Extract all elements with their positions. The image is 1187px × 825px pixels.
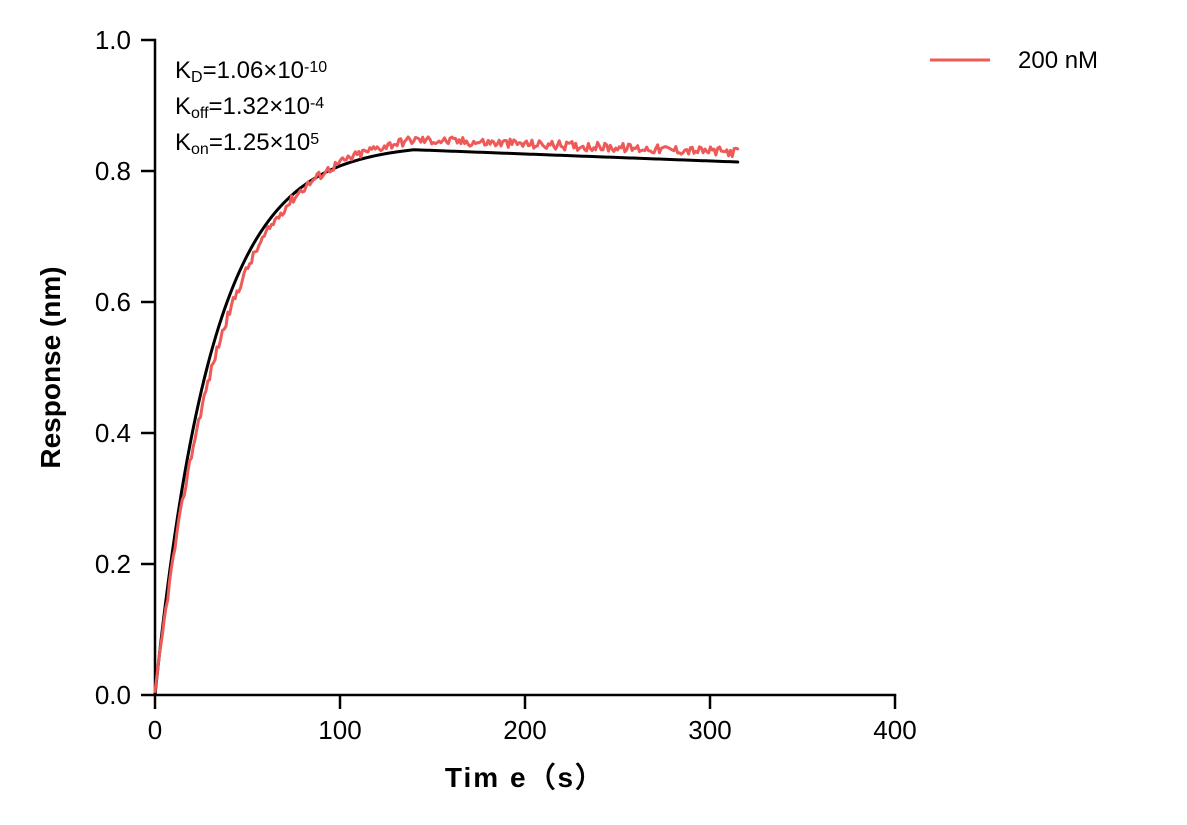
chart-svg: 0 100 200 300 400 Tim e（s） 0.0 0.2 0.4 0.6 0.8 1.0 R…: [0, 0, 1187, 825]
svg-text:0.0: 0.0: [95, 680, 131, 710]
svg-text:100: 100: [318, 715, 361, 745]
svg-text:Tim e（s）: Tim e（s）: [445, 761, 605, 793]
svg-text:0.6: 0.6: [95, 287, 131, 317]
svg-text:Response (nm): Response (nm): [35, 266, 66, 468]
svg-text:0.4: 0.4: [95, 418, 131, 448]
svg-text:200: 200: [503, 715, 546, 745]
svg-text:0.2: 0.2: [95, 549, 131, 579]
legend-label: 200 nM: [1018, 47, 1098, 74]
svg-text:400: 400: [873, 715, 916, 745]
svg-text:1.0: 1.0: [95, 25, 131, 55]
svg-text:0: 0: [148, 715, 162, 745]
svg-text:300: 300: [688, 715, 731, 745]
svg-text:0.8: 0.8: [95, 156, 131, 186]
kinetics-chart: 0 100 200 300 400 Tim e（s） 0.0 0.2 0.4 0.6 0.8 1.0 R…: [0, 0, 1187, 825]
